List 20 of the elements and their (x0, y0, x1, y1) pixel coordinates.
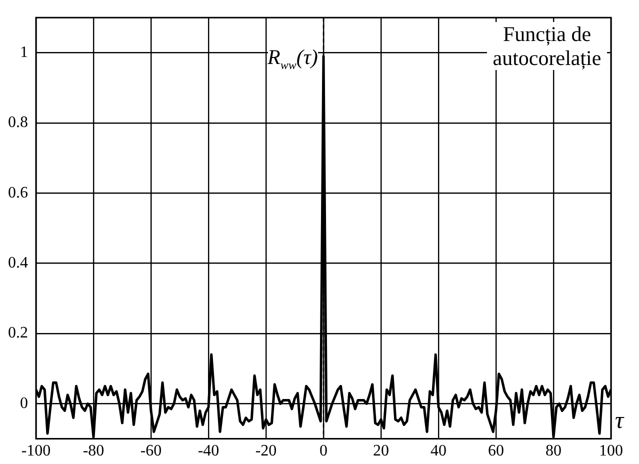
y-tick-label: 0 (20, 394, 28, 412)
x-tick-label: 80 (546, 442, 562, 460)
x-tick-label: 40 (430, 442, 446, 460)
y-tick-label: 0.4 (8, 254, 28, 272)
x-tick-label: -40 (198, 442, 220, 460)
x-tick-label: -60 (140, 442, 162, 460)
x-tick-label: -80 (82, 442, 104, 460)
annotation: R$_{ww}$(τ) (268, 44, 318, 77)
x-axis-title: τ (615, 408, 625, 434)
y-tick-label: 0.6 (8, 184, 28, 202)
y-tick-label: 1 (20, 44, 28, 61)
x-tick-label: 20 (373, 442, 389, 460)
y-tick-label: 0.2 (8, 324, 28, 342)
x-tick-label: 60 (488, 442, 504, 460)
y-tick-label: 0.8 (8, 114, 28, 132)
x-tick-label: 100 (599, 442, 623, 460)
x-tick-label: 0 (320, 442, 328, 460)
x-tick-label: -100 (21, 442, 51, 460)
annotation: Funcția de autocorelație (487, 22, 607, 70)
x-tick-label: -20 (255, 442, 277, 460)
